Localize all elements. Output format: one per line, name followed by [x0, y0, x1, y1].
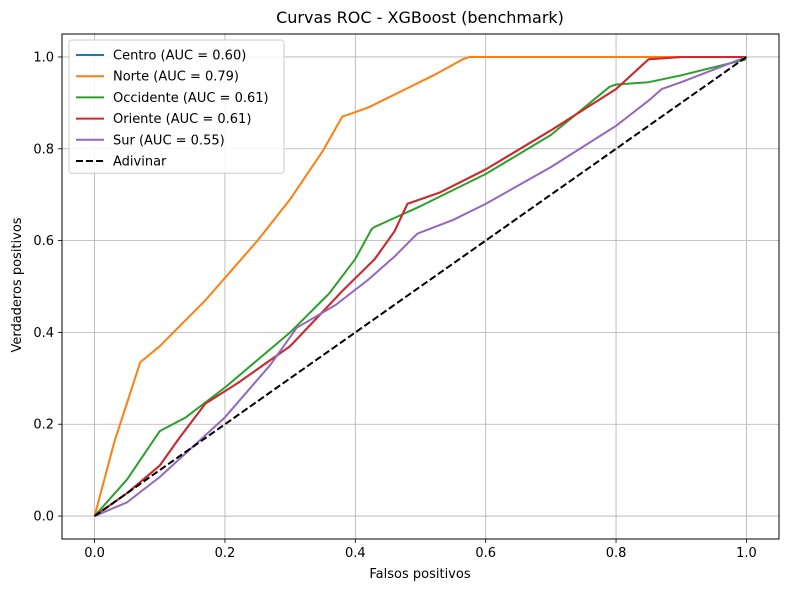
legend-label: Occidente (AUC = 0.61) — [113, 91, 269, 106]
chart-title: Curvas ROC - XGBoost (benchmark) — [276, 8, 564, 27]
y-tick-label: 0.2 — [33, 418, 54, 433]
axis-ticks: 0.0 0.2 0.4 0.6 0.8 1.0 0.0 0.2 0.4 0.6 0.8 1.0 — [33, 50, 756, 561]
legend-label: Sur (AUC = 0.55) — [113, 133, 225, 148]
legend-box — [68, 39, 285, 174]
y-tick-label: 0.8 — [33, 142, 54, 157]
series-line-sur — [94, 56, 747, 517]
legend-label: Centro (AUC = 0.60) — [113, 49, 246, 64]
x-tick-label: 0.6 — [475, 546, 496, 561]
y-tick-label: 0.6 — [33, 234, 54, 249]
series-line-oriente — [94, 55, 747, 517]
x-tick-label: 0.0 — [84, 546, 105, 561]
legend-label: Norte (AUC = 0.79) — [113, 70, 239, 85]
x-tick-label: 0.8 — [606, 546, 627, 561]
legend: Centro (AUC = 0.60) Norte (AUC = 0.79) Occ… — [68, 39, 285, 174]
grid — [62, 34, 779, 539]
x-axis-label: Falsos positivos — [369, 567, 470, 582]
series-line-norte — [93, 55, 747, 517]
y-tick-label: 1.0 — [33, 50, 54, 65]
x-tick-label: 0.2 — [215, 546, 236, 561]
x-tick-label: 1.0 — [736, 546, 757, 561]
y-tick-label: 0.4 — [33, 326, 54, 341]
series-lines — [93, 55, 747, 517]
axes-frame — [61, 33, 780, 540]
legend-label: Adivinar — [113, 155, 167, 170]
x-tick-label: 0.4 — [345, 546, 366, 561]
y-axis-label: Verdaderos positivos — [10, 217, 25, 352]
series-line-adivinar — [94, 56, 747, 517]
y-tick-label: 0.0 — [33, 510, 54, 525]
legend-label: Oriente (AUC = 0.61) — [113, 112, 251, 127]
